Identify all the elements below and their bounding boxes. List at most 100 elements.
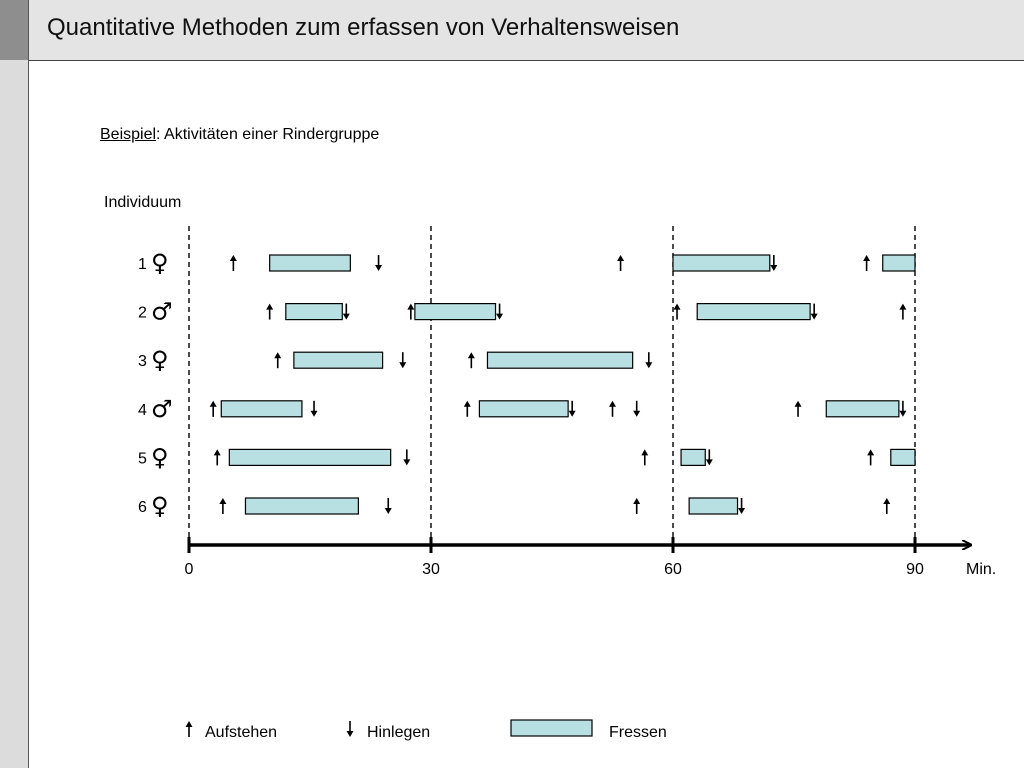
aufstehen-arrow <box>467 352 475 369</box>
aufstehen-arrow <box>899 303 907 320</box>
legend-aufstehen-arrow-head <box>185 721 193 727</box>
aufstehen-arrow <box>609 400 616 417</box>
legend-hinlegen-arrow-head <box>346 731 354 737</box>
individual-rows: 1 ♀2 ♂3 ♀4 ♂5 ♀6 ♀ <box>138 249 916 520</box>
x-tick-label: 0 <box>185 561 194 578</box>
example-text: : Aktivitäten einer Rindergruppe <box>156 126 380 143</box>
legend-fressen-swatch <box>510 719 593 737</box>
legend-hinlegen-arrow <box>346 721 354 737</box>
hinlegen-arrow-head <box>342 313 350 320</box>
hinlegen-arrow <box>310 400 318 417</box>
fressen-bar <box>414 303 497 321</box>
x-tick-label: 90 <box>906 561 924 578</box>
fressen-bar <box>244 497 359 515</box>
aufstehen-arrow <box>209 400 217 417</box>
legend-aufstehen-arrow <box>185 721 193 737</box>
hinlegen-arrow-head <box>496 313 504 320</box>
individual-number: 3 <box>138 353 147 370</box>
aufstehen-arrow-head <box>883 498 891 504</box>
aufstehen-arrow-head <box>633 498 641 504</box>
individual-number: 1 <box>138 256 147 273</box>
x-tick-label: 30 <box>422 561 440 578</box>
example-label: Beispiel <box>100 126 157 143</box>
aufstehen-arrow-head <box>209 400 217 407</box>
hinlegen-arrow-head <box>738 508 746 514</box>
aufstehen-arrow <box>219 498 227 514</box>
aufstehen-arrow-head <box>213 449 221 456</box>
hinlegen-arrow-head <box>384 508 392 514</box>
aufstehen-arrow-head <box>899 303 907 310</box>
hinlegen-arrow-head <box>810 313 818 320</box>
individual-row: 4 ♂ <box>138 395 907 423</box>
hinlegen-arrow-head <box>770 265 778 271</box>
aufstehen-arrow-head <box>867 449 875 456</box>
x-tick-label: 60 <box>664 561 682 578</box>
aufstehen-arrow-head <box>266 303 274 310</box>
fressen-bar <box>269 254 351 272</box>
individual-row: 5 ♀ <box>138 443 916 471</box>
aufstehen-arrow <box>463 400 471 417</box>
aufstehen-arrow <box>863 255 871 271</box>
individual-sex-symbol: ♂ <box>151 298 173 326</box>
aufstehen-arrow-head <box>673 303 681 310</box>
individual-row: 2 ♂ <box>138 298 907 326</box>
individual-sex-symbol: ♀ <box>151 249 169 277</box>
left-strip <box>0 0 29 768</box>
hinlegen-arrow <box>496 303 504 320</box>
hinlegen-arrow <box>645 352 653 369</box>
aufstehen-arrow <box>407 303 415 320</box>
fressen-bar <box>228 448 392 466</box>
hinlegen-arrow <box>399 352 407 369</box>
individual-sex-symbol: ♀ <box>151 443 169 471</box>
fressen-bar <box>680 448 706 466</box>
individual-row: 3 ♀ <box>138 346 653 374</box>
aufstehen-arrow <box>213 449 221 466</box>
legend-aufstehen-label: Aufstehen <box>205 724 277 741</box>
hinlegen-arrow-head <box>899 410 907 417</box>
fressen-bar <box>882 254 916 272</box>
aufstehen-arrow-head <box>219 498 227 504</box>
individual-number: 2 <box>138 305 147 322</box>
fressen-bar <box>890 448 916 466</box>
aufstehen-arrow-head <box>863 255 871 261</box>
hinlegen-arrow <box>705 449 713 466</box>
time-markers <box>188 226 916 545</box>
fressen-bar <box>825 400 900 418</box>
hinlegen-arrow <box>810 303 818 320</box>
individual-row: 1 ♀ <box>138 249 916 277</box>
legend-fressen-label: Fressen <box>609 724 667 741</box>
aufstehen-arrow-head <box>463 400 471 407</box>
hinlegen-arrow-head <box>399 362 407 369</box>
aufstehen-arrow-head <box>609 400 616 407</box>
aufstehen-arrow <box>266 303 274 320</box>
aufstehen-arrow <box>633 498 641 514</box>
aufstehen-arrow-head <box>407 303 415 310</box>
hinlegen-arrow <box>770 255 778 271</box>
slide-title: Quantitative Methoden zum erfassen von V… <box>47 14 680 41</box>
aufstehen-arrow-head <box>467 352 475 359</box>
fressen-bar <box>672 254 771 272</box>
individual-number: 5 <box>138 450 147 467</box>
aufstehen-arrow <box>883 498 891 514</box>
time-axis: 0 30 60 90 <box>185 537 970 578</box>
individual-number: 4 <box>138 402 147 419</box>
hinlegen-arrow-head <box>705 459 713 466</box>
hinlegen-arrow <box>633 400 641 417</box>
aufstehen-arrow <box>617 255 625 271</box>
aufstehen-arrow-head <box>274 352 282 359</box>
aufstehen-arrow <box>641 449 649 466</box>
hinlegen-arrow-head <box>403 459 411 466</box>
legend: Aufstehen Hinlegen Fressen <box>185 719 667 741</box>
fressen-bar <box>285 303 343 321</box>
hinlegen-arrow <box>568 400 576 417</box>
left-strip-accent <box>0 0 28 60</box>
aufstehen-arrow <box>794 400 802 417</box>
individual-number: 6 <box>138 499 147 516</box>
hinlegen-arrow <box>899 400 907 417</box>
fressen-bar <box>696 303 811 321</box>
aufstehen-arrow <box>673 303 681 320</box>
hinlegen-arrow <box>384 498 392 514</box>
individual-sex-symbol: ♀ <box>151 492 169 520</box>
hinlegen-arrow <box>403 449 411 466</box>
